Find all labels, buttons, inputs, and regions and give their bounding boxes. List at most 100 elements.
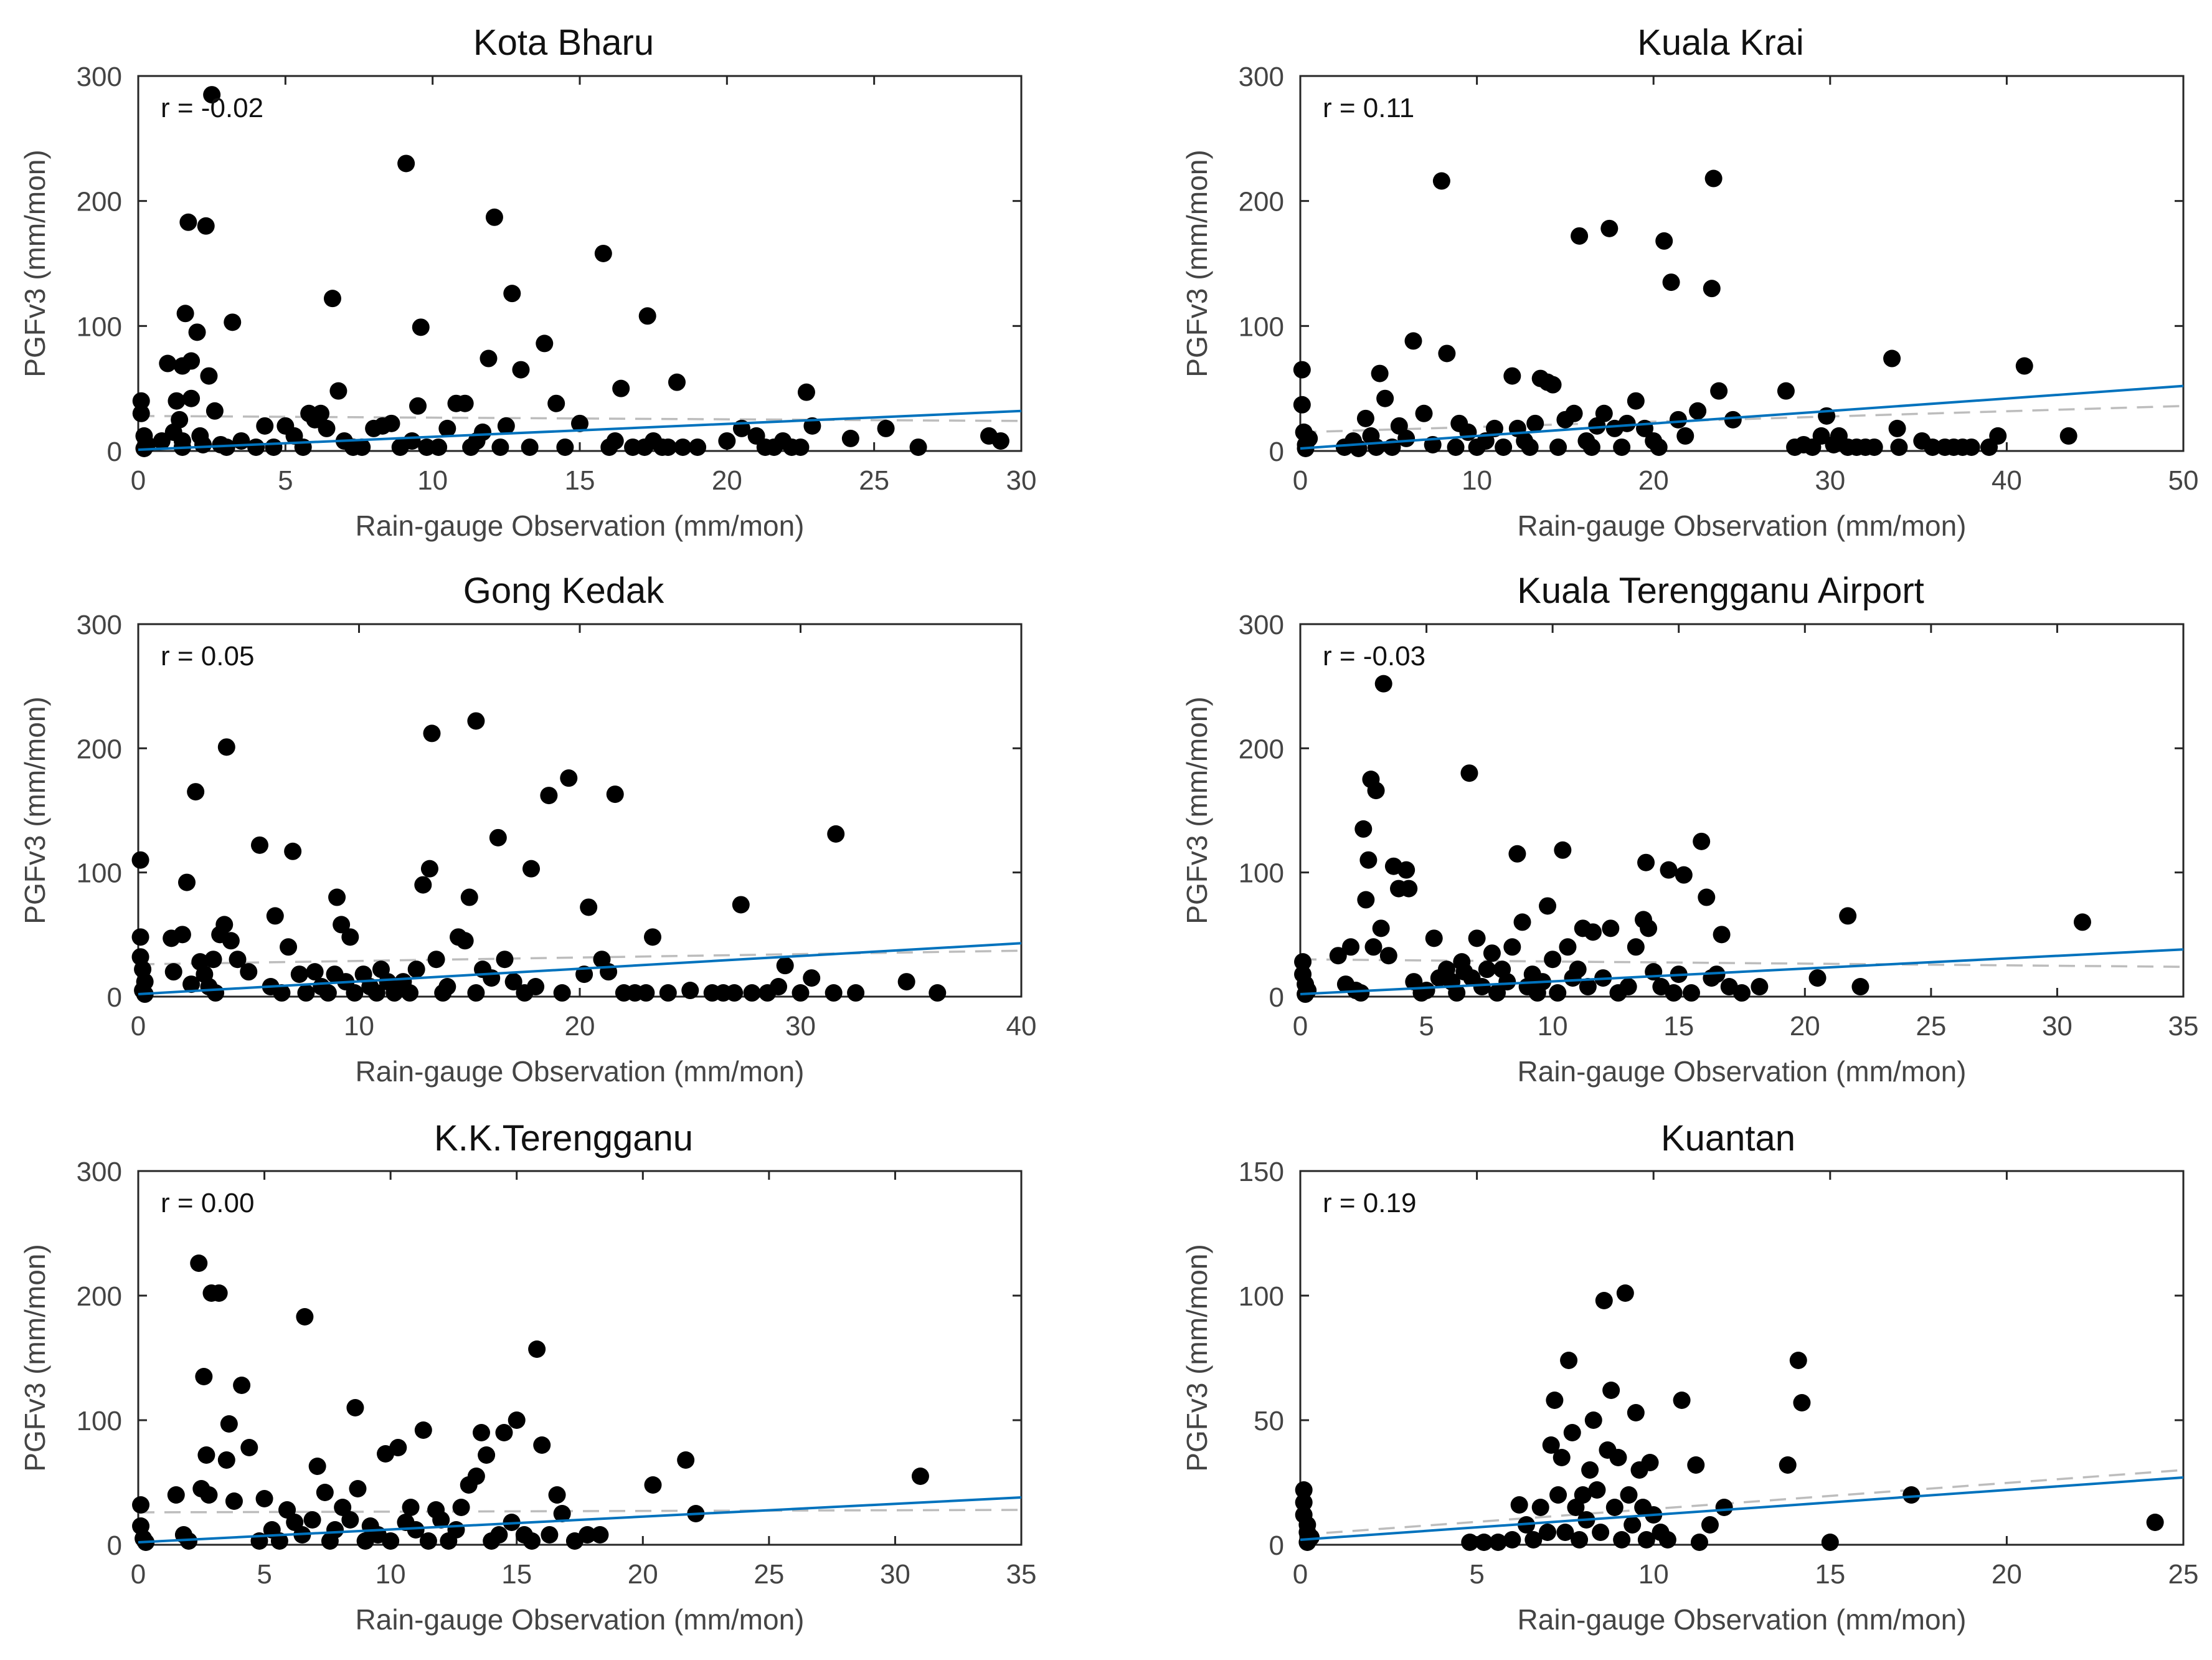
data-point [273,984,291,1002]
data-point [217,438,235,456]
data-point [689,438,707,456]
data-point [1357,891,1375,909]
y-axis-label: PGFv3 (mm/mon) [19,149,51,377]
data-point [1655,232,1673,250]
data-point [1374,675,1392,693]
y-tick-label: 200 [77,187,122,217]
data-point [1605,1499,1624,1516]
x-tick-label: 20 [712,465,742,496]
data-point [353,438,371,456]
x-tick-label: 15 [1663,1011,1694,1041]
data-point [776,957,794,975]
chart-title: Kuantan [1661,1118,1795,1159]
data-point [1510,1496,1528,1514]
x-tick-label: 25 [1916,1011,1946,1041]
x-tick-label: 0 [131,1011,146,1041]
y-tick-label: 150 [1239,1157,1284,1187]
data-point [412,318,430,336]
data-point [1701,1516,1719,1534]
data-point [159,354,177,372]
data-point [1489,1534,1507,1551]
data-point [1724,410,1742,429]
data-point [1571,227,1589,245]
data-point [847,984,865,1002]
data-point [306,963,324,981]
data-point [1645,963,1663,981]
data-point [1698,888,1716,906]
x-tick-label: 30 [880,1559,910,1590]
data-point [1498,973,1516,991]
data-point [256,417,274,435]
data-point [460,888,478,906]
data-point [1715,1499,1733,1516]
data-point [367,984,385,1002]
x-tick-label: 20 [1790,1011,1820,1041]
data-point [827,825,845,843]
data-point [1521,438,1539,456]
data-point [1658,1531,1676,1549]
data-point [1367,438,1385,456]
data-point [456,932,474,950]
data-point [197,1446,215,1464]
r-label: r = -0.03 [1323,641,1425,671]
data-point [1789,1352,1807,1369]
data-point [1839,907,1857,925]
y-tick-label: 100 [1239,858,1284,889]
data-point [1485,419,1503,437]
data-point [726,984,744,1002]
data-point [1400,880,1418,898]
data-point [1559,938,1577,956]
data-point [452,1499,470,1516]
data-point [770,978,788,996]
data-point [200,367,218,385]
data-point [638,307,656,325]
x-axis-label: Rain-gauge Observation (mm/mon) [356,510,805,542]
data-point [1569,960,1587,979]
y-tick-label: 300 [1239,610,1284,640]
data-point [560,769,578,787]
data-point [308,1458,326,1475]
data-point [266,907,284,925]
data-point [132,1496,150,1514]
r-label: r = 0.00 [161,1188,254,1218]
data-point [553,984,571,1002]
data-point [496,951,514,969]
data-point [579,1526,597,1544]
data-point [1609,1449,1627,1466]
r-label: r = 0.05 [161,641,254,671]
data-point [522,860,541,878]
x-tick-label: 30 [1815,465,1845,496]
data-point [333,916,351,934]
data-point [1751,978,1769,996]
data-point [503,285,521,303]
y-tick-label: 300 [77,62,122,92]
data-point [643,928,661,946]
data-point [1676,427,1694,445]
reference-line [1300,1469,2184,1536]
data-point [1329,947,1347,965]
x-tick-label: 0 [131,465,146,496]
data-point [217,1451,235,1469]
data-point [1483,944,1501,962]
data-point [1417,982,1435,1000]
data-point [637,984,655,1002]
y-axis-label: PGFv3 (mm/mon) [1181,1244,1213,1471]
r-label: r = -0.02 [161,93,263,123]
reference-line [1300,405,2184,434]
chart-title: Kuala Krai [1637,22,1804,63]
data-point [1342,938,1360,956]
data-point [188,323,206,341]
data-point [1704,169,1723,187]
x-tick-label: 30 [2042,1011,2073,1041]
y-tick-label: 300 [77,1157,122,1187]
data-point [2146,1514,2164,1531]
x-tick-label: 10 [376,1559,406,1590]
x-tick-label: 30 [785,1011,816,1041]
data-point [803,417,821,435]
r-label: r = 0.11 [1323,93,1414,123]
data-point [548,1486,566,1504]
panel-kk-terengganu: 0 5 10 15 20 25 30 35 0 100 200 300 K.K.Terengganu r … [19,1118,1036,1636]
fit-line [1300,384,2184,450]
data-point [420,860,438,878]
data-point [897,973,915,991]
